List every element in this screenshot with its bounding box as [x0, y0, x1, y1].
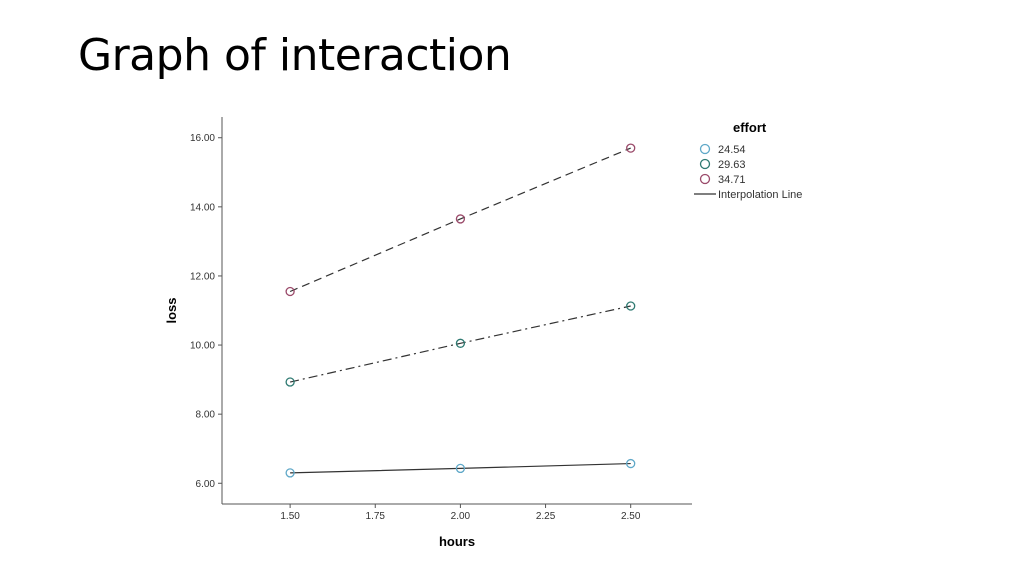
x-tick-label: 1.50 [280, 511, 300, 522]
data-point-34.71 [455, 214, 466, 224]
x-tick-label: 2.50 [621, 511, 641, 522]
slide-title: Graph of interaction [78, 30, 512, 81]
data-point-29.63 [285, 377, 295, 387]
legend-marker-34.71 [699, 173, 711, 185]
y-tick-label: 10.00 [190, 341, 215, 352]
series-line-24.54 [290, 462, 631, 474]
data-point-34.71 [626, 143, 636, 153]
chart-legend: effort 24.54 29.63 34.71 Interpolation Line [694, 120, 802, 201]
legend-title: effort [733, 120, 767, 135]
y-tick-label: 8.00 [196, 410, 216, 421]
legend-label-34.71: 34.71 [718, 174, 746, 186]
chart-ticks: 1.50 1.75 2.00 2.25 2.50 6.00 8.00 10.00 12.00 14… [190, 133, 641, 522]
data-point-24.54 [455, 463, 466, 474]
x-tick-label: 2.25 [536, 511, 556, 522]
y-tick-label: 14.00 [190, 202, 215, 213]
y-tick-label: 12.00 [190, 271, 215, 282]
chart-series-lines [289, 147, 631, 474]
x-tick-label: 1.75 [366, 511, 386, 522]
y-tick-label: 6.00 [196, 479, 216, 490]
series-line-34.71 [289, 147, 631, 293]
data-point-29.63 [626, 301, 636, 311]
chart-axes [221, 117, 692, 505]
data-point-24.54 [285, 468, 295, 478]
y-tick-label: 16.00 [190, 133, 215, 144]
legend-label-29.63: 29.63 [718, 159, 746, 171]
chart-series-markers [285, 143, 636, 478]
data-point-24.54 [626, 458, 636, 469]
series-line-29.63 [289, 305, 631, 383]
y-axis-title: loss [164, 297, 179, 323]
legend-label-24.54: 24.54 [718, 144, 746, 156]
data-point-34.71 [285, 286, 295, 297]
legend-marker-24.54 [699, 143, 711, 155]
legend-marker-29.63 [699, 158, 711, 170]
x-axis-title: hours [439, 534, 475, 549]
x-tick-label: 2.00 [451, 511, 471, 522]
legend-interpolation-label: Interpolation Line [718, 189, 802, 201]
data-point-29.63 [455, 338, 466, 348]
